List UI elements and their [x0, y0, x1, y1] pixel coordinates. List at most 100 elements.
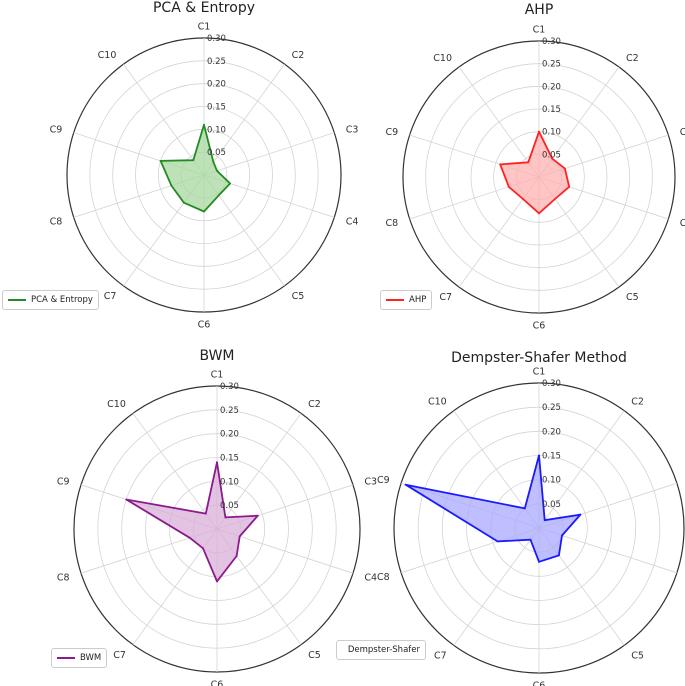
data-point-c4 — [561, 534, 563, 537]
category-label-c8: C8 — [57, 572, 70, 583]
grid-spoke — [216, 413, 302, 530]
category-label-c1: C1 — [198, 22, 211, 33]
data-point-c7 — [522, 198, 524, 200]
data-point-c7 — [182, 201, 185, 204]
category-label-c10: C10 — [428, 396, 447, 407]
data-point-c1 — [216, 461, 218, 464]
data-point-c5 — [217, 194, 220, 197]
radial-tick-label: 0.05 — [220, 501, 239, 511]
radial-tick-label: 0.15 — [220, 454, 239, 464]
legend-label: Dempster-Shafer — [347, 645, 420, 655]
data-point-c4 — [238, 535, 241, 538]
category-label-c6: C6 — [533, 681, 546, 686]
radial-tick-label: 0.25 — [542, 60, 561, 70]
data-point-c8 — [188, 536, 191, 539]
radial-tick-label: 0.10 — [542, 476, 561, 486]
category-label-c9: C9 — [57, 477, 70, 488]
category-label-c9: C9 — [377, 475, 390, 486]
legend-label: BWM — [80, 653, 102, 663]
legend-line-icon — [57, 657, 75, 659]
data-point-c10 — [192, 159, 195, 162]
legend-label: AHP — [409, 295, 427, 305]
radar-panel-bwm: BWM 0.05 0.10 0.15 0.20 0.25 0.30 C1 C2 C3 C4 C5 C6 C… — [0, 343, 377, 686]
data-point-c10 — [523, 507, 526, 510]
radial-tick-label: 0.25 — [220, 406, 239, 416]
category-label-c7: C7 — [439, 292, 452, 303]
radial-tick-label: 0.05 — [542, 150, 561, 160]
data-point-c6 — [216, 580, 218, 583]
radar-panel-pca-entropy: PCA & Entropy 0.05 0.10 0.15 0.20 0.25 0.30 C1 C… — [0, 0, 359, 343]
category-label-c4: C4 — [680, 218, 685, 229]
category-label-c1: C1 — [533, 367, 546, 378]
category-label-c9: C9 — [386, 127, 399, 138]
data-point-c3 — [256, 514, 259, 517]
data-point-c6 — [538, 560, 540, 563]
grid-spoke — [453, 527, 540, 646]
category-label-c5: C5 — [292, 291, 305, 302]
legend-ahp: AHP — [380, 290, 433, 310]
data-point-c5 — [557, 554, 560, 557]
radial-tick-label: 0.15 — [542, 105, 561, 115]
data-point-c10 — [527, 161, 530, 164]
radar-chart-dempster-shafer: Dempster-Shafer Method 0.05 0.10 0.15 0.20 0.… — [377, 350, 685, 686]
radar-panel-dempster-shafer: Dempster-Shafer Method 0.05 0.10 0.15 0.20 0.… — [336, 343, 685, 686]
data-point-c3 — [579, 513, 582, 516]
chart-title: BWM — [199, 348, 234, 364]
grid-spoke — [132, 413, 218, 530]
data-point-c10 — [204, 512, 207, 515]
data-point-c7 — [529, 538, 532, 541]
data-point-c1 — [538, 454, 540, 457]
series-area — [126, 462, 258, 582]
grid-spoke — [123, 63, 205, 176]
category-label-c4: C4 — [346, 217, 359, 228]
grid-spoke — [203, 132, 335, 176]
radial-tick-label: 0.15 — [542, 452, 561, 462]
data-point-c2 — [212, 161, 215, 163]
legend-pca-entropy: PCA & Entropy — [2, 290, 99, 310]
radial-tick-label: 0.30 — [207, 34, 226, 44]
category-label-c6: C6 — [198, 320, 211, 331]
data-point-c4 — [568, 185, 571, 188]
radial-tick-label: 0.20 — [207, 80, 226, 90]
category-label-c1: C1 — [533, 25, 546, 36]
radial-tick-label: 0.05 — [207, 148, 226, 158]
data-point-c5 — [235, 555, 238, 557]
grid-spoke — [458, 66, 540, 178]
series-area — [500, 131, 570, 214]
data-point-c3 — [563, 167, 566, 170]
category-label-c2: C2 — [626, 53, 639, 64]
data-point-c7 — [202, 547, 204, 550]
category-label-c8: C8 — [377, 572, 390, 583]
category-label-c10: C10 — [433, 53, 452, 64]
category-label-c6: C6 — [533, 321, 546, 332]
category-label-c3: C3 — [364, 477, 377, 488]
radial-tick-label: 0.30 — [220, 382, 239, 392]
data-point-c1 — [203, 123, 205, 126]
radial-tick-label: 0.10 — [220, 477, 239, 487]
category-label-c10: C10 — [98, 50, 117, 61]
category-label-c5: C5 — [626, 292, 639, 303]
category-label-c7: C7 — [113, 650, 126, 661]
category-label-c6: C6 — [211, 680, 224, 686]
category-label-c7: C7 — [434, 651, 447, 662]
legend-line-icon — [8, 299, 26, 301]
data-point-c9 — [404, 483, 407, 486]
data-point-c8 — [170, 184, 173, 187]
data-point-c2 — [551, 157, 554, 160]
radial-tick-label: 0.30 — [542, 37, 561, 47]
chart-title: Dempster-Shafer Method — [451, 350, 627, 366]
data-point-c6 — [203, 210, 205, 213]
radial-tick-label: 0.10 — [542, 128, 561, 138]
data-point-c9 — [499, 163, 502, 166]
data-point-c8 — [507, 185, 510, 188]
category-label-c1: C1 — [211, 370, 224, 381]
legend-line-icon — [386, 299, 404, 301]
category-label-c10: C10 — [107, 399, 126, 410]
radial-tick-label: 0.20 — [542, 82, 561, 92]
radial-tick-label: 0.30 — [542, 379, 561, 389]
radial-tick-label: 0.25 — [207, 57, 226, 67]
